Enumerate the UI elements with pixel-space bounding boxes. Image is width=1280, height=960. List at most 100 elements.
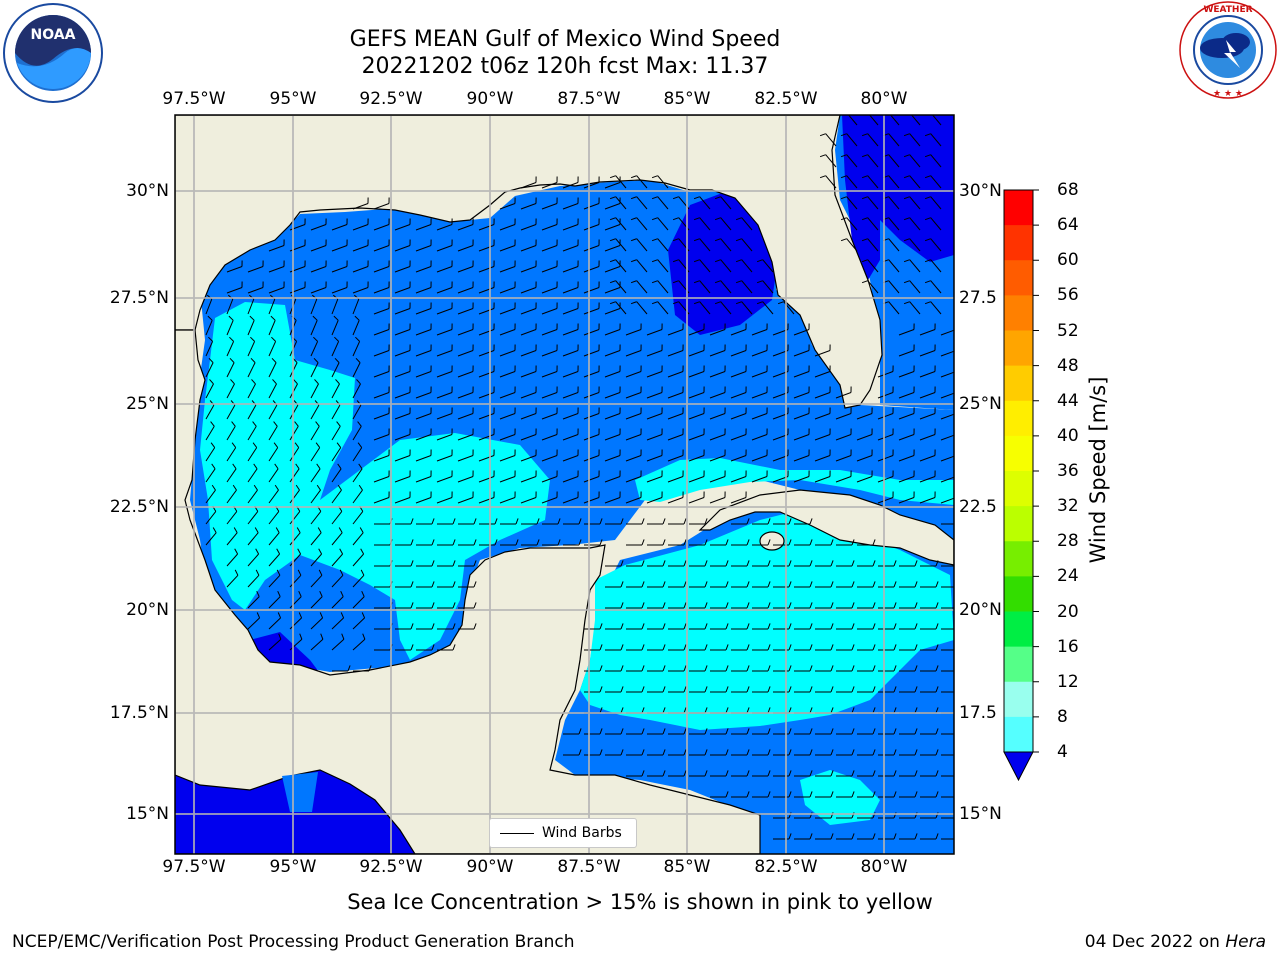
wind-barb-flag [840, 133, 847, 137]
wind-barb-flag [276, 548, 281, 555]
lat-label: 30°N [126, 181, 169, 201]
wind-barb [877, 434, 894, 441]
wind-barb [720, 217, 732, 231]
wind-barb-flag [957, 644, 959, 650]
colorbar-level-label: 56 [1057, 285, 1079, 306]
wind-barb-flag [704, 770, 708, 777]
wind-barb [310, 489, 321, 504]
wind-barb-flag [935, 686, 939, 693]
wind-barb-flag [253, 463, 258, 470]
wind-barb [415, 224, 432, 231]
wind-barb-flag [735, 301, 742, 305]
wind-barb [835, 413, 852, 420]
wind-barb [541, 476, 558, 483]
wind-barb [310, 320, 318, 336]
wind-barb [615, 175, 627, 189]
footer-date-text: 04 Dec 2022 on [1084, 932, 1226, 952]
wind-barb-flag [651, 175, 658, 179]
wind-barb-flag [609, 280, 616, 284]
wind-barb [846, 217, 858, 231]
colorbar-level-label: 20 [1057, 601, 1079, 622]
wind-barb-flag [683, 644, 687, 651]
wind-barb [541, 266, 558, 273]
wind-barb [604, 287, 621, 294]
lat-label: 17.5°N [109, 703, 169, 723]
wind-barb-flag [819, 133, 826, 137]
wind-barb [310, 298, 318, 315]
wind-barb [825, 175, 837, 189]
wind-barb [352, 287, 369, 294]
wind-barb [352, 596, 365, 609]
wind-barb [289, 511, 301, 525]
wind-barb [352, 489, 363, 504]
wind-barb-flag [746, 749, 750, 756]
wind-barb [867, 238, 879, 252]
wind-barb-flag [693, 238, 700, 242]
wind-barb-flag [473, 581, 477, 588]
wind-barb [478, 266, 495, 273]
wind-barb-flag [275, 527, 280, 533]
wind-barb [226, 489, 237, 504]
wind-barb [310, 426, 320, 441]
wind-barb-flag [273, 421, 278, 427]
colorbar-level-label: 40 [1057, 425, 1079, 446]
wind-barb-flag [452, 518, 456, 525]
wind-barb-flag [231, 442, 237, 448]
wind-barb-flag [578, 728, 582, 735]
wind-barb [877, 476, 894, 483]
wind-barb [562, 329, 579, 336]
wind-barb-flag [830, 581, 834, 588]
legend-label: Wind Barbs [542, 825, 622, 841]
wind-barb-flag [725, 791, 729, 798]
wind-barb-flag [809, 539, 813, 546]
wind-barb [226, 341, 235, 357]
wind-barb [856, 413, 873, 420]
wind-barb-flag [735, 280, 742, 284]
wind-barb-flag [809, 581, 813, 588]
wind-barb [888, 196, 900, 210]
wind-barb [646, 434, 663, 441]
wind-barb [394, 245, 411, 252]
wind-barb [846, 238, 858, 252]
wind-barb [268, 468, 279, 483]
nws-logo: WEATHER ★ ★ ★ [1179, 1, 1277, 99]
wind-barb-flag [410, 644, 414, 651]
wind-barb-flag [641, 665, 645, 672]
wind-barb-flag [298, 612, 303, 619]
wind-barb [604, 245, 621, 252]
wind-barb [352, 532, 364, 546]
wind-barb [289, 468, 300, 483]
wind-barb-flag [851, 686, 855, 693]
wind-barbs-legend: Wind Barbs [489, 818, 637, 848]
wind-barb [562, 287, 579, 294]
wind-barb [205, 362, 214, 378]
wind-barb-flag [935, 581, 939, 588]
wind-barb-flag [431, 602, 435, 609]
wind-barb [331, 320, 339, 336]
wind-barb-flag [599, 644, 603, 651]
wind-barb [226, 404, 236, 420]
wind-barb [205, 298, 213, 315]
wind-barb-flag [851, 833, 855, 840]
wind-barb-flag [578, 749, 582, 756]
wind-barb-flag [620, 602, 624, 609]
wind-barb-flag [746, 728, 750, 735]
wind-barb-flag [851, 644, 855, 651]
wind-barb-flag [935, 749, 939, 756]
wind-barb-flag [957, 560, 959, 566]
wind-barb-flag [861, 280, 868, 284]
wind-barb-flag [893, 665, 897, 672]
wind-barb-flag [872, 686, 876, 693]
wind-barb [415, 371, 432, 378]
wind-barb [930, 196, 942, 210]
wind-barb [289, 447, 300, 462]
wind-barb-flag [410, 539, 414, 546]
wind-barb-flag [662, 707, 666, 714]
wind-barb [436, 476, 453, 483]
wind-barb [909, 301, 921, 315]
wind-barb-flag [609, 175, 616, 179]
wind-barb-flag [515, 539, 519, 546]
wind-barb-flag [903, 196, 910, 200]
colorbar-level-label: 28 [1057, 531, 1079, 552]
wind-barb-flag [338, 527, 343, 533]
